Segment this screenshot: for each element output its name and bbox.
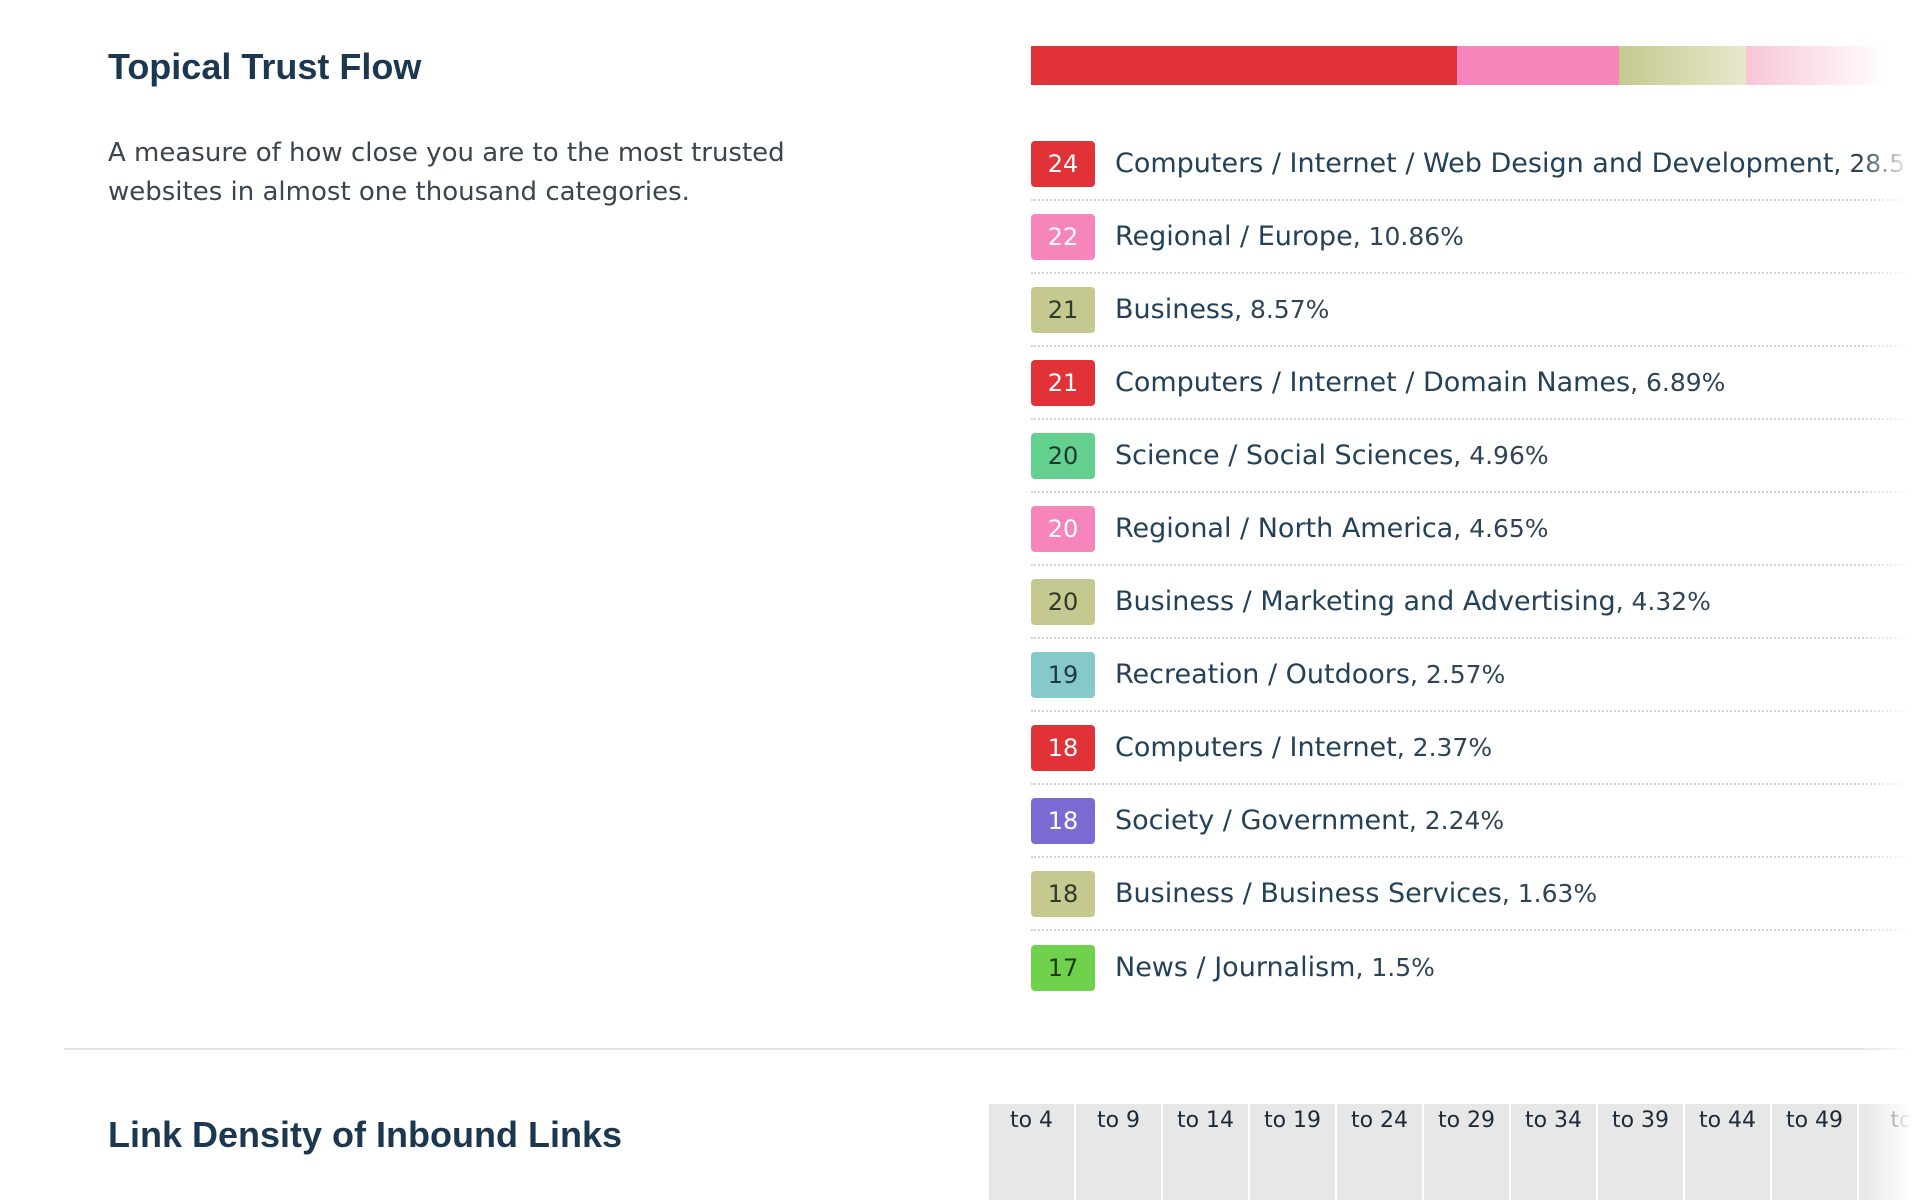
link-density-columns: to 4 to 9 to 14 to 19 to 24 to 29 to 34 to 39 to… — [989, 1104, 1920, 1200]
density-column: to 44 — [1685, 1104, 1770, 1200]
topic-score-badge: 20 — [1031, 505, 1095, 552]
density-column-label: to 44 — [1698, 1108, 1757, 1133]
topic-row[interactable]: 21 Business, 8.57% — [1031, 274, 1911, 347]
density-column-label: to 49 — [1785, 1108, 1844, 1133]
topic-row[interactable]: 20 Business / Marketing and Advertising, … — [1031, 566, 1911, 639]
topic-row[interactable]: 20 Regional / North America, 4.65% — [1031, 493, 1911, 566]
topic-percent: , 4.32% — [1615, 587, 1711, 616]
topic-percent: , 10.86% — [1352, 222, 1464, 251]
topic-row[interactable]: 18 Computers / Internet, 2.37% — [1031, 712, 1911, 785]
density-column: to 24 — [1337, 1104, 1422, 1200]
topic-score-badge: 18 — [1031, 724, 1095, 771]
topic-percent: , 8.57% — [1234, 295, 1330, 324]
topic-percent: , 4.65% — [1453, 514, 1549, 543]
topic-row[interactable]: 20 Science / Social Sciences, 4.96% — [1031, 420, 1911, 493]
topic-name-link[interactable]: Business / Business Services — [1115, 878, 1502, 909]
topic-percent: , 4.96% — [1453, 441, 1549, 470]
density-column: to 4 — [989, 1104, 1074, 1200]
topic-score-badge: 22 — [1031, 213, 1095, 260]
distribution-segment[interactable] — [1031, 46, 1457, 85]
section-divider — [64, 1048, 1920, 1050]
density-column-label: to 19 — [1263, 1108, 1322, 1133]
topic-percent: , 28.5 — [1833, 149, 1905, 178]
topic-score-badge: 20 — [1031, 432, 1095, 479]
topic-percent: , 2.24% — [1408, 806, 1505, 835]
topic-row[interactable]: 17 News / Journalism, 1.5% — [1031, 931, 1911, 1004]
topic-name-link[interactable]: News / Journalism — [1115, 952, 1356, 983]
topic-score-badge: 24 — [1031, 140, 1095, 187]
topic-name-link[interactable]: Computers / Internet / Domain Names — [1115, 367, 1631, 398]
density-column: to 49 — [1772, 1104, 1857, 1200]
distribution-segment[interactable] — [1457, 46, 1619, 85]
topic-percent: , 1.5% — [1355, 953, 1435, 982]
density-column: to 39 — [1598, 1104, 1683, 1200]
density-column: to — [1859, 1104, 1920, 1200]
topic-name-link[interactable]: Society / Government — [1115, 805, 1409, 836]
topic-score-badge: 18 — [1031, 870, 1095, 917]
topic-score-badge: 17 — [1031, 944, 1095, 991]
topic-row[interactable]: 22 Regional / Europe, 10.86% — [1031, 201, 1911, 274]
density-column: to 14 — [1163, 1104, 1248, 1200]
topic-score-badge: 18 — [1031, 797, 1095, 844]
topic-score-badge: 21 — [1031, 286, 1095, 333]
topic-name-link[interactable]: Business — [1115, 294, 1235, 325]
topic-name-link[interactable]: Regional / Europe — [1115, 221, 1353, 252]
density-column-label: to 34 — [1524, 1108, 1583, 1133]
topic-row[interactable]: 18 Business / Business Services, 1.63% — [1031, 858, 1911, 931]
density-column: to 34 — [1511, 1104, 1596, 1200]
topic-list: 24 Computers / Internet / Web Design and … — [1031, 128, 1911, 1004]
density-column-label: to — [1890, 1108, 1913, 1133]
density-column-label: to 29 — [1437, 1108, 1496, 1133]
topic-percent: , 1.63% — [1501, 879, 1598, 908]
topic-row[interactable]: 24 Computers / Internet / Web Design and … — [1031, 128, 1911, 201]
topic-name-link[interactable]: Recreation / Outdoors — [1115, 659, 1410, 690]
link-density-title: Link Density of Inbound Links — [108, 1114, 623, 1155]
topic-name-link[interactable]: Computers / Internet / Web Design and De… — [1115, 148, 1834, 179]
topic-score-badge: 19 — [1031, 651, 1095, 698]
topical-trust-flow-title: Topical Trust Flow — [108, 46, 422, 87]
topic-name-link[interactable]: Business / Marketing and Advertising — [1115, 586, 1616, 617]
density-column-label: to 39 — [1611, 1108, 1670, 1133]
density-column-label: to 4 — [1009, 1108, 1054, 1133]
topic-score-badge: 21 — [1031, 359, 1095, 406]
topic-distribution-bar — [1031, 46, 1911, 85]
density-column-label: to 24 — [1350, 1108, 1409, 1133]
distribution-segment[interactable] — [1619, 46, 1746, 85]
topic-name-link[interactable]: Science / Social Sciences — [1115, 440, 1454, 471]
distribution-segment[interactable] — [1746, 46, 1887, 85]
topic-percent: , 2.57% — [1409, 660, 1506, 689]
density-column: to 29 — [1424, 1104, 1509, 1200]
topic-row[interactable]: 19 Recreation / Outdoors, 2.57% — [1031, 639, 1911, 712]
density-column: to 9 — [1076, 1104, 1161, 1200]
topic-name-link[interactable]: Regional / North America — [1115, 513, 1454, 544]
topic-row[interactable]: 21 Computers / Internet / Domain Names, 6… — [1031, 347, 1911, 420]
topic-row[interactable]: 18 Society / Government, 2.24% — [1031, 785, 1911, 858]
density-column-label: to 14 — [1176, 1108, 1235, 1133]
topical-trust-flow-description: A measure of how close you are to the mo… — [108, 138, 785, 207]
topic-score-badge: 20 — [1031, 578, 1095, 625]
density-column-label: to 9 — [1096, 1108, 1141, 1133]
density-column: to 19 — [1250, 1104, 1335, 1200]
topic-percent: , 2.37% — [1396, 733, 1493, 762]
topic-name-link[interactable]: Computers / Internet — [1115, 732, 1397, 763]
topic-percent: , 6.89% — [1630, 368, 1726, 397]
